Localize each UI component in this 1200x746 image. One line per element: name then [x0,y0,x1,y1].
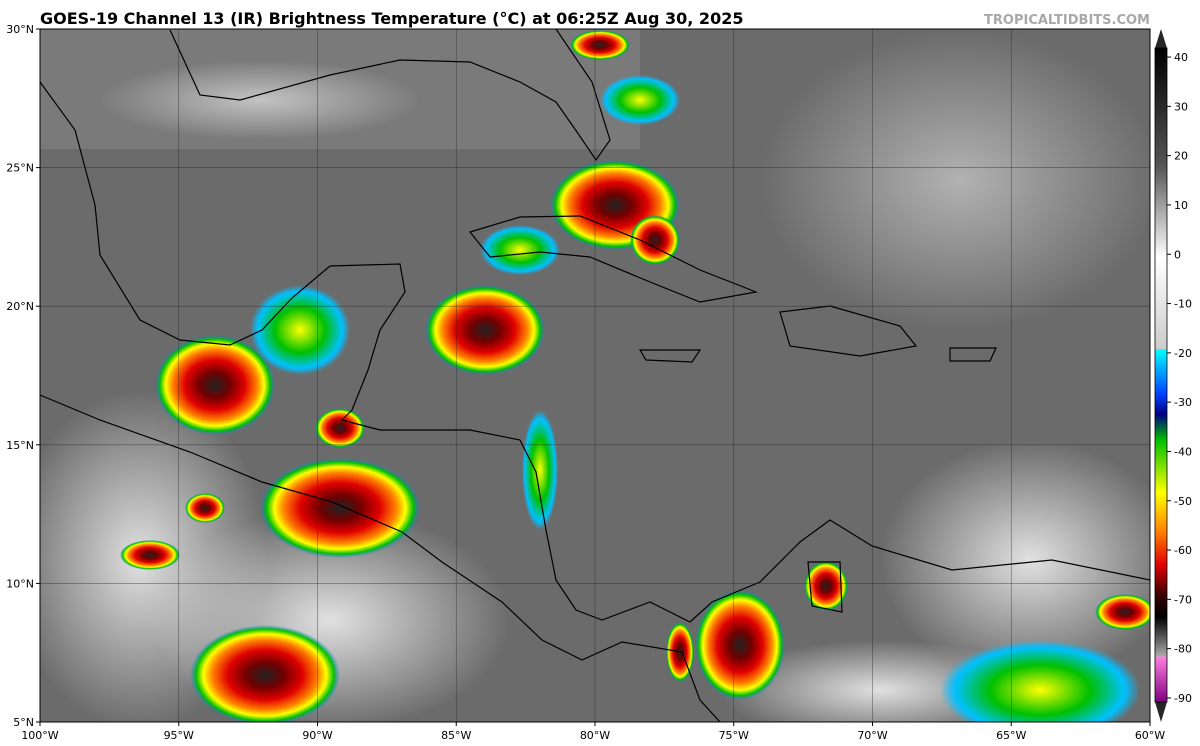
colorbar-tick-label: 30 [1174,100,1188,113]
y-tick-label: 15°N [6,439,34,452]
colorbar-tick-label: -90 [1174,692,1192,705]
colorbar-tick-label: -20 [1174,347,1192,360]
x-tick-label: 95°W [164,729,194,742]
x-tick-label: 75°W [719,729,749,742]
colorbar-tick-label: -40 [1174,445,1192,458]
x-tick-label: 100°W [21,729,58,742]
watermark: TROPICALTIDBITS.COM [984,13,1150,28]
colorbar-tick-label: -50 [1174,495,1192,508]
colorbar [1154,29,1168,722]
x-tick-label: 90°W [302,729,332,742]
y-tick-label: 30°N [6,23,34,36]
y-tick-label: 25°N [6,162,34,175]
y-tick-label: 5°N [13,716,34,729]
colorbar-tick-label: -10 [1174,298,1192,311]
colorbar-tick-label: 20 [1174,150,1188,163]
colorbar-tick-label: -70 [1174,593,1192,606]
y-tick-label: 10°N [6,577,34,590]
colorbar-tick-label: 10 [1174,199,1188,212]
x-tick-label: 70°W [857,729,887,742]
x-tick-label: 85°W [441,729,471,742]
x-tick-label: 60°W [1135,729,1165,742]
colorbar-tick-label: -30 [1174,396,1192,409]
colorbar-tick-label: 0 [1174,248,1181,261]
colorbar-tick-label: -60 [1174,544,1192,557]
x-tick-label: 65°W [996,729,1026,742]
coastlines [40,29,1150,722]
title: GOES-19 Channel 13 (IR) Brightness Tempe… [40,9,743,28]
colorbar-tick-label: -80 [1174,643,1192,656]
x-tick-label: 80°W [580,729,610,742]
y-tick-label: 20°N [6,300,34,313]
colorbar-tick-label: 40 [1174,51,1188,64]
